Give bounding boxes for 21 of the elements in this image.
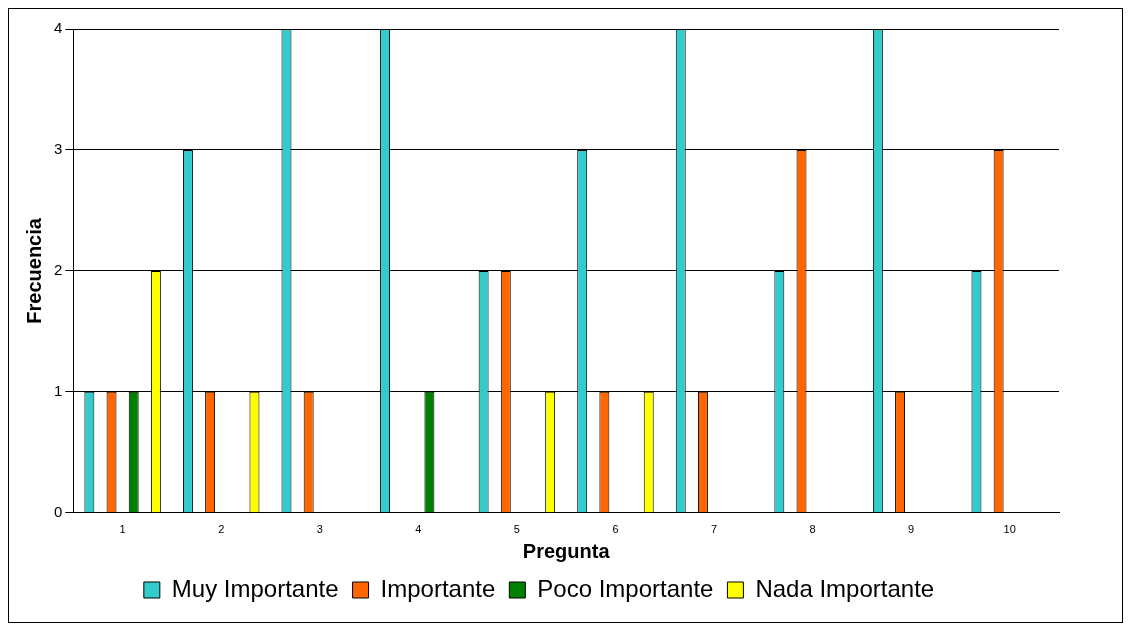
y-tick-label: 2 xyxy=(54,261,63,279)
x-tick-label: 5 xyxy=(513,523,520,536)
x-axis-title: Pregunta xyxy=(522,539,611,562)
y-tick-label: 3 xyxy=(54,140,63,158)
x-tick-label: 6 xyxy=(612,523,619,536)
x-tick-label: 9 xyxy=(908,523,915,536)
x-tick-label: 4 xyxy=(415,523,422,536)
y-tick-label: 1 xyxy=(54,381,63,399)
legend-label: Muy Importante xyxy=(171,574,339,602)
x-tick-label: 3 xyxy=(316,523,323,536)
legend-label: Nada Importante xyxy=(755,574,935,602)
x-tick-label: 2 xyxy=(218,523,225,536)
x-tick-label: 8 xyxy=(809,523,816,536)
y-tick-label: 4 xyxy=(54,19,63,37)
x-tick-label: 7 xyxy=(710,523,718,536)
x-tick-label: 10 xyxy=(1003,523,1016,536)
y-tick-label: 0 xyxy=(54,502,63,520)
legend-label: Poco Importante xyxy=(537,574,714,602)
legend-label: Importante xyxy=(380,574,496,602)
y-axis-title: Frecuencia xyxy=(22,217,45,324)
x-tick-label: 1 xyxy=(119,523,126,536)
